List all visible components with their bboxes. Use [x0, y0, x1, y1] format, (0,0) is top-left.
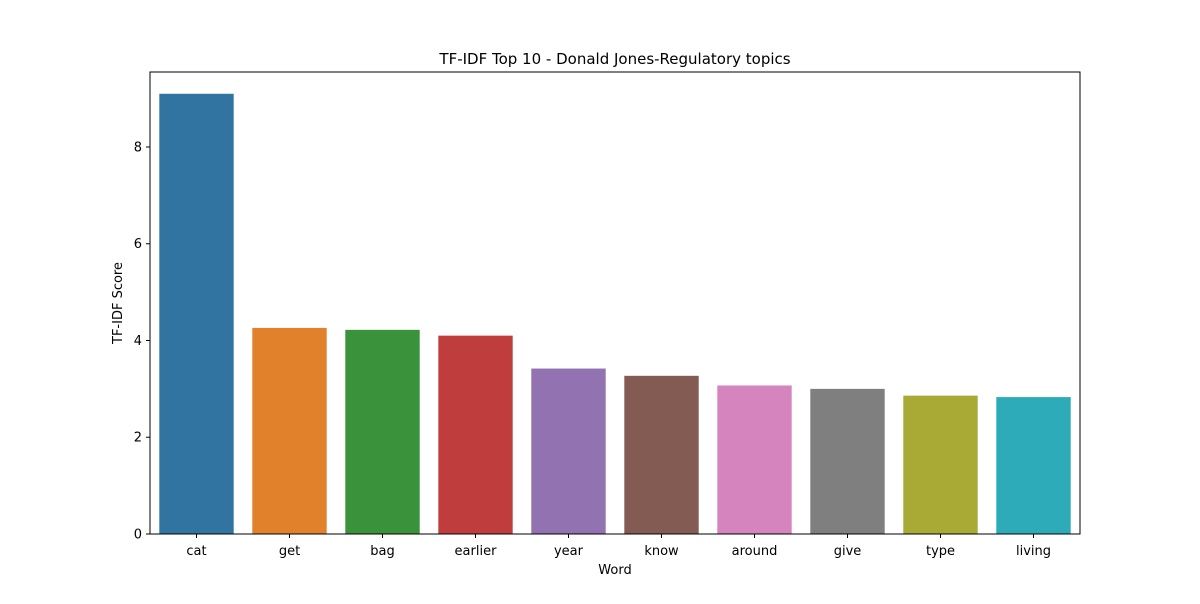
x-tick-label: cat [186, 544, 206, 559]
x-tick-label: living [1016, 544, 1051, 559]
y-tick-label: 8 [134, 140, 142, 155]
x-tick-label: bag [370, 544, 394, 559]
x-tick-label: type [926, 544, 955, 559]
chart-title: TF-IDF Top 10 - Donald Jones-Regulatory … [438, 50, 790, 68]
x-tick-label: around [732, 544, 778, 559]
bar-type [903, 395, 978, 534]
bar-cat [159, 93, 234, 535]
x-tick-label: give [834, 544, 862, 559]
bar-year [531, 368, 606, 534]
bar-living [996, 397, 1071, 534]
y-tick-label: 6 [134, 237, 142, 252]
bar-around [717, 385, 792, 534]
bar-know [624, 375, 699, 534]
bar-give [810, 388, 885, 534]
x-tick-label: earlier [455, 544, 498, 559]
x-tick-label: get [279, 544, 300, 559]
plot-frame [149, 71, 1081, 535]
y-tick-label: 0 [134, 528, 142, 543]
y-tick-label: 2 [134, 431, 142, 446]
y-axis-label: TF-IDF Score [111, 262, 126, 345]
y-tick-label: 4 [134, 334, 142, 349]
x-axis-ticks: cat get bag earlier year know around give type li… [186, 534, 1051, 559]
bar-get [252, 327, 327, 534]
bar-bag [345, 329, 420, 534]
bars-layer [159, 93, 1071, 535]
x-axis-label: Word [598, 563, 631, 578]
bar-earlier [438, 335, 513, 534]
y-axis-ticks: 0 2 4 6 8 [134, 140, 150, 543]
x-tick-label: year [554, 544, 584, 559]
x-tick-label: know [644, 544, 679, 559]
